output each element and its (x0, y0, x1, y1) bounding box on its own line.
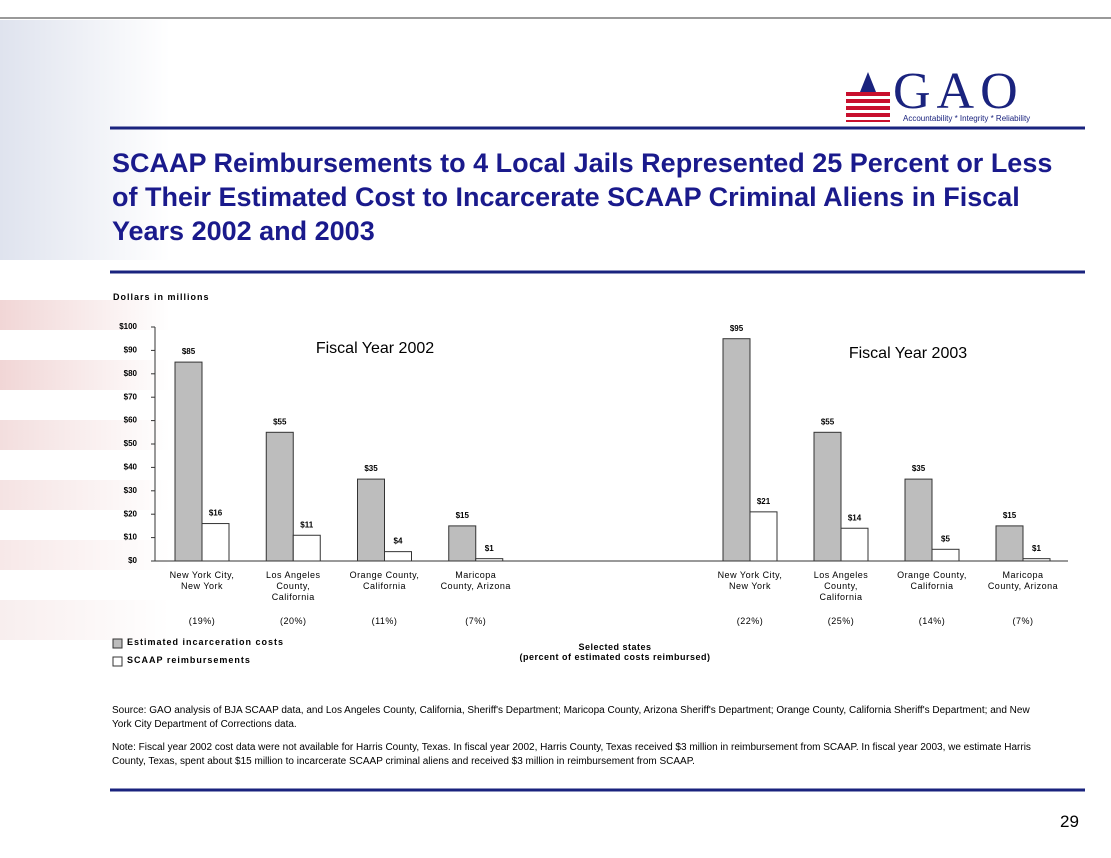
bar (174, 361, 203, 562)
y-tick-label: $10 (124, 533, 138, 542)
bar (292, 534, 321, 562)
x-tick-note: (22%) (736, 616, 764, 626)
value-label: $4 (394, 537, 403, 546)
value-label: $35 (364, 464, 378, 473)
x-tick-label: Maricopa County, Arizona (987, 570, 1059, 591)
bar (384, 551, 412, 562)
value-label: $95 (730, 324, 744, 333)
value-label: $11 (300, 520, 313, 529)
y-axis-label: Dollars in millions (113, 292, 210, 302)
logo-text: GAO (893, 63, 1024, 120)
x-tick-label: Orange County, California (897, 570, 967, 591)
x-tick-note: (19%) (188, 616, 216, 626)
value-label: $21 (757, 497, 771, 506)
y-tick-label: $100 (119, 322, 137, 331)
legend-label: Estimated incarceration costs (127, 637, 285, 647)
y-tick-label: $50 (124, 439, 138, 448)
x-tick-label: Maricopa County, Arizona (440, 570, 511, 591)
logo-icon (846, 72, 890, 122)
bar (722, 338, 751, 562)
y-tick-label: $90 (124, 346, 138, 355)
x-tick-label: Orange County, California (349, 570, 420, 591)
y-tick-label: $40 (124, 463, 138, 472)
bar (475, 558, 504, 562)
bar (265, 431, 294, 562)
bar (201, 523, 230, 562)
x-tick-label: Los Angeles County, California (813, 570, 869, 602)
value-label: $1 (1032, 544, 1041, 553)
x-tick-note: (7%) (465, 616, 487, 626)
value-label: $15 (1003, 511, 1017, 520)
slide-title: SCAAP Reimbursements to 4 Local Jails Re… (112, 148, 1053, 246)
bar (840, 527, 869, 562)
x-tick-label: New York City, New York (717, 570, 783, 591)
panel-title: Fiscal Year 2003 (848, 345, 968, 362)
value-label: $55 (273, 417, 287, 426)
legend-swatch (112, 656, 123, 667)
panel-title: Fiscal Year 2002 (315, 340, 435, 357)
x-axis-label: Selected states (percent of estimated co… (519, 642, 711, 662)
bar (931, 548, 960, 562)
page-number: 29 (1060, 812, 1079, 831)
value-label: $85 (182, 347, 196, 356)
value-label: $55 (821, 417, 835, 426)
logo-tagline: Accountability * Integrity * Reliability (903, 114, 1031, 123)
x-tick-note: (7%) (1012, 616, 1034, 626)
x-tick-note: (14%) (918, 616, 946, 626)
bar (813, 431, 842, 562)
bar (904, 478, 933, 562)
value-label: $15 (456, 511, 470, 520)
value-label: $35 (912, 464, 926, 473)
bar (995, 525, 1024, 562)
value-label: $16 (209, 509, 223, 518)
legend-label: SCAAP reimbursements (127, 655, 251, 665)
x-tick-note: (11%) (371, 616, 398, 626)
value-label: $14 (848, 513, 862, 522)
value-label: $1 (485, 544, 494, 553)
footnote: Note: Fiscal year 2002 cost data were no… (112, 742, 1031, 767)
bar (448, 525, 477, 562)
bar (749, 511, 778, 562)
x-tick-note: (25%) (827, 616, 855, 626)
y-tick-label: $60 (124, 416, 138, 425)
y-tick-label: $80 (124, 369, 138, 378)
bar (1022, 558, 1051, 562)
flag-background (0, 20, 170, 720)
x-tick-label: New York City, New York (169, 570, 235, 591)
legend-swatch (112, 638, 123, 649)
x-tick-label: Los Angeles County, California (265, 570, 321, 602)
value-label: $5 (941, 534, 950, 543)
source-note: Source: GAO analysis of BJA SCAAP data, … (112, 705, 1030, 730)
y-tick-label: $20 (124, 509, 138, 518)
y-tick-label: $0 (128, 556, 137, 565)
x-tick-note: (20%) (279, 616, 307, 626)
bar (357, 478, 385, 562)
y-tick-label: $30 (124, 486, 138, 495)
y-tick-label: $70 (124, 392, 138, 401)
